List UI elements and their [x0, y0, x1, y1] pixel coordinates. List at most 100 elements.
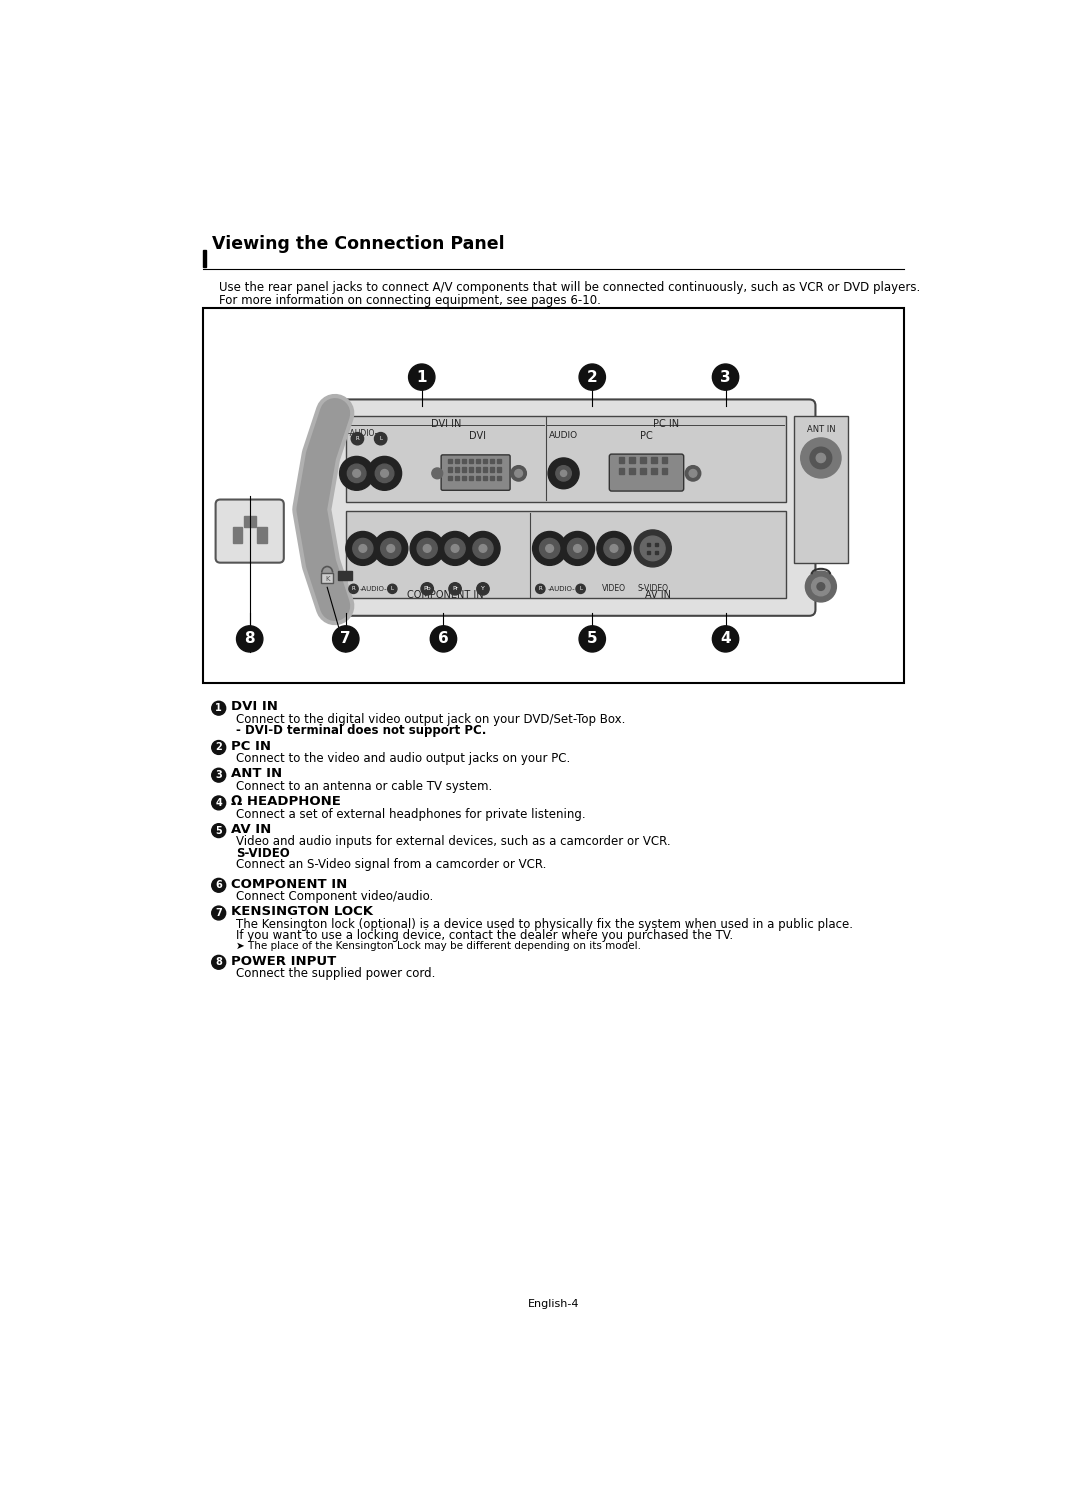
- Text: S-VIDEO: S-VIDEO: [235, 846, 289, 859]
- Text: -AUDIO-: -AUDIO-: [360, 586, 388, 592]
- Bar: [469, 458, 473, 464]
- Circle shape: [388, 584, 397, 593]
- Text: DVI IN: DVI IN: [431, 419, 461, 430]
- Circle shape: [597, 531, 631, 565]
- Circle shape: [573, 544, 581, 552]
- Text: AV IN: AV IN: [645, 590, 671, 601]
- Text: ANT IN: ANT IN: [231, 767, 282, 781]
- Bar: [448, 458, 451, 464]
- Text: If you want to use a locking device, contact the dealer where you purchased the : If you want to use a locking device, con…: [235, 929, 733, 943]
- Bar: [630, 457, 635, 464]
- Circle shape: [811, 577, 831, 596]
- Circle shape: [237, 626, 262, 651]
- Text: AV IN: AV IN: [231, 822, 271, 836]
- Circle shape: [800, 439, 841, 477]
- Circle shape: [408, 364, 435, 390]
- Circle shape: [579, 626, 606, 651]
- Circle shape: [421, 583, 433, 595]
- Bar: [476, 458, 480, 464]
- Circle shape: [212, 879, 226, 892]
- Text: PC IN: PC IN: [652, 419, 679, 430]
- FancyBboxPatch shape: [609, 454, 684, 491]
- Circle shape: [713, 364, 739, 390]
- Circle shape: [212, 796, 226, 810]
- Circle shape: [540, 538, 559, 559]
- Bar: [651, 468, 657, 474]
- Text: Video and audio inputs for external devices, such as a camcorder or VCR.: Video and audio inputs for external devi…: [235, 836, 671, 848]
- Text: 4: 4: [720, 632, 731, 647]
- Circle shape: [604, 538, 624, 559]
- Circle shape: [480, 544, 487, 552]
- Text: 5: 5: [586, 632, 597, 647]
- Text: 8: 8: [215, 958, 222, 968]
- Circle shape: [634, 529, 672, 567]
- Bar: [469, 476, 473, 480]
- Circle shape: [465, 531, 500, 565]
- Text: Pr: Pr: [453, 586, 458, 592]
- Circle shape: [348, 464, 366, 483]
- Text: POWER INPUT: POWER INPUT: [231, 955, 336, 968]
- Text: English-4: English-4: [528, 1298, 579, 1309]
- Bar: [257, 528, 267, 543]
- Circle shape: [806, 571, 836, 602]
- Bar: [462, 458, 465, 464]
- Circle shape: [212, 741, 226, 754]
- Circle shape: [689, 470, 697, 477]
- Text: DVI: DVI: [469, 431, 486, 442]
- Bar: [243, 516, 256, 528]
- Circle shape: [212, 702, 226, 715]
- Circle shape: [816, 583, 825, 590]
- Circle shape: [353, 538, 373, 559]
- Text: AUDIO: AUDIO: [549, 431, 578, 440]
- Text: 8: 8: [244, 632, 255, 647]
- Bar: [497, 458, 501, 464]
- Bar: [455, 458, 459, 464]
- Text: L: L: [379, 436, 382, 442]
- Text: KENSINGTON LOCK: KENSINGTON LOCK: [231, 906, 373, 919]
- Circle shape: [351, 433, 364, 445]
- Bar: [619, 457, 624, 464]
- Circle shape: [417, 538, 437, 559]
- Bar: [630, 468, 635, 474]
- Circle shape: [430, 626, 457, 651]
- Circle shape: [367, 457, 402, 491]
- Text: K: K: [325, 575, 329, 581]
- Text: PC: PC: [640, 431, 653, 442]
- FancyBboxPatch shape: [321, 572, 334, 583]
- Bar: [203, 308, 904, 683]
- Bar: [483, 467, 487, 471]
- FancyBboxPatch shape: [346, 512, 786, 598]
- Text: ANT IN: ANT IN: [807, 425, 835, 434]
- Bar: [462, 467, 465, 471]
- Text: -AUDIO-: -AUDIO-: [548, 586, 575, 592]
- Text: For more information on connecting equipment, see pages 6-10.: For more information on connecting equip…: [218, 294, 600, 306]
- Bar: [497, 467, 501, 471]
- Text: 6: 6: [438, 632, 449, 647]
- Circle shape: [212, 824, 226, 837]
- Circle shape: [212, 955, 226, 970]
- Text: COMPONENT IN: COMPONENT IN: [407, 590, 484, 601]
- Text: R: R: [539, 586, 542, 592]
- Text: L: L: [391, 586, 394, 592]
- Text: 7: 7: [340, 632, 351, 647]
- Bar: [203, 250, 206, 268]
- Circle shape: [476, 583, 489, 595]
- Circle shape: [380, 538, 401, 559]
- Circle shape: [375, 433, 387, 445]
- Circle shape: [359, 544, 367, 552]
- Circle shape: [380, 470, 389, 477]
- Text: R: R: [352, 586, 355, 592]
- Bar: [455, 476, 459, 480]
- Bar: [448, 476, 451, 480]
- Text: Viewing the Connection Panel: Viewing the Connection Panel: [213, 235, 505, 253]
- Circle shape: [713, 626, 739, 651]
- Circle shape: [353, 470, 361, 477]
- Text: Connect to the digital video output jack on your DVD/Set-Top Box.: Connect to the digital video output jack…: [235, 712, 625, 726]
- Text: 6: 6: [215, 880, 222, 891]
- Text: COMPONENT IN: COMPONENT IN: [231, 877, 348, 891]
- Text: Pb: Pb: [423, 586, 431, 592]
- Circle shape: [685, 465, 701, 482]
- Circle shape: [375, 464, 394, 483]
- Text: Use the rear panel jacks to connect A/V components that will be connected contin: Use the rear panel jacks to connect A/V …: [218, 281, 920, 294]
- Circle shape: [561, 470, 567, 476]
